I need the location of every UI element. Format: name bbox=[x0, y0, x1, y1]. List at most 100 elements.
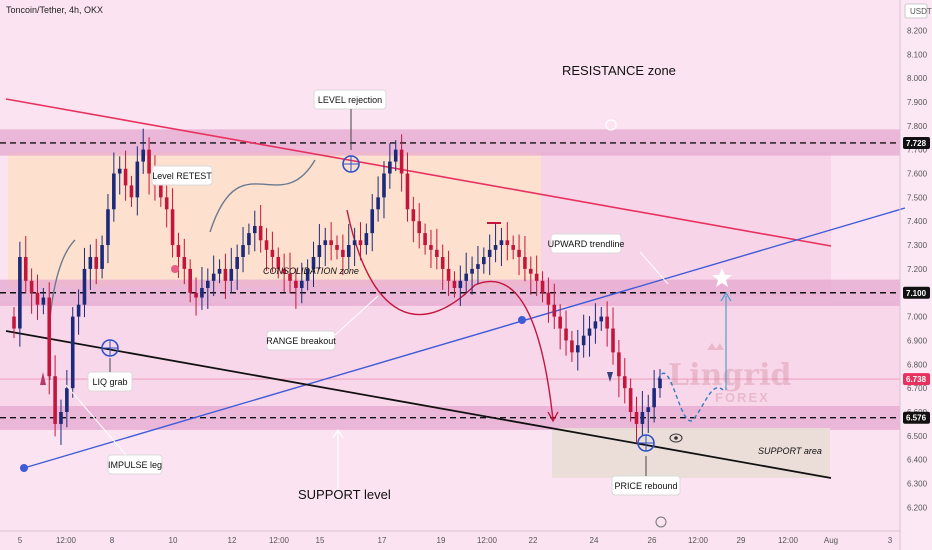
candle-body bbox=[229, 269, 233, 281]
level-rejection-label: LEVEL rejection bbox=[318, 95, 382, 105]
candle-body bbox=[18, 257, 22, 329]
candle-body bbox=[188, 269, 192, 293]
candle-body bbox=[24, 257, 28, 281]
candle-body bbox=[511, 245, 515, 250]
candle-body bbox=[506, 240, 510, 245]
candle-body bbox=[564, 329, 568, 341]
time-tick-label: 10 bbox=[169, 536, 178, 545]
candle-body bbox=[171, 209, 175, 245]
candle-body bbox=[200, 288, 204, 298]
candle-body bbox=[594, 321, 598, 328]
candle-body bbox=[470, 269, 474, 274]
candle-body bbox=[341, 250, 345, 257]
trendline-anchor-start bbox=[20, 464, 28, 472]
candle-body bbox=[635, 412, 639, 424]
candle-body bbox=[124, 169, 128, 186]
candle-body bbox=[400, 150, 404, 174]
candle-body bbox=[259, 226, 263, 240]
time-tick-label: 15 bbox=[316, 536, 325, 545]
candle-body bbox=[523, 257, 527, 269]
support-level-label: SUPPORT level bbox=[298, 487, 391, 502]
candle-body bbox=[429, 245, 433, 250]
candle-body bbox=[558, 317, 562, 329]
price-tick-label: 6.900 bbox=[907, 336, 928, 345]
candle-body bbox=[335, 245, 339, 250]
candle-body bbox=[517, 250, 521, 257]
price-tick-label: 7.400 bbox=[907, 217, 928, 226]
flag-icon bbox=[171, 265, 179, 273]
watermark-brand: Lingrid bbox=[668, 358, 791, 393]
candle-body bbox=[488, 250, 492, 257]
price-tick-label: 7.500 bbox=[907, 193, 928, 202]
time-tick-label: 24 bbox=[590, 536, 599, 545]
candle-body bbox=[159, 185, 163, 197]
price-tick-label: 7.300 bbox=[907, 241, 928, 250]
candle-body bbox=[71, 317, 75, 389]
candle-body bbox=[406, 174, 410, 210]
candle-body bbox=[570, 340, 574, 352]
price-chip-label: 7.100 bbox=[906, 289, 927, 298]
candle-body bbox=[576, 345, 580, 352]
price-tick-label: 6.800 bbox=[907, 360, 928, 369]
candle-body bbox=[118, 169, 122, 174]
candle-body bbox=[464, 274, 468, 281]
candle-body bbox=[611, 329, 615, 353]
candle-body bbox=[323, 240, 327, 245]
candle-body bbox=[482, 257, 486, 264]
candle-body bbox=[599, 317, 603, 322]
price-rebound-label: PRICE rebound bbox=[614, 481, 677, 491]
candle-body bbox=[476, 264, 480, 269]
liq-grab-label: LIQ grab bbox=[92, 377, 127, 387]
candle-body bbox=[77, 305, 81, 317]
price-chip-label: 6.738 bbox=[906, 375, 927, 384]
symbol-title: Toncoin/Tether, 4h, OKX bbox=[6, 5, 103, 15]
candle-body bbox=[617, 352, 621, 376]
candle-body bbox=[300, 281, 304, 288]
candle-body bbox=[318, 245, 322, 257]
candle-body bbox=[629, 388, 633, 412]
time-tick-label: 12:00 bbox=[269, 536, 290, 545]
candle-body bbox=[547, 293, 551, 305]
candle-body bbox=[658, 379, 662, 389]
candle-body bbox=[605, 317, 609, 329]
candle-body bbox=[265, 240, 269, 250]
candle-body bbox=[253, 226, 257, 233]
candle-body bbox=[359, 240, 363, 245]
candle-body bbox=[294, 281, 298, 288]
upper-right-box bbox=[541, 152, 831, 297]
consolidation-zone-label: CONSOLIDATION zone bbox=[263, 266, 359, 276]
time-tick-label: 5 bbox=[18, 536, 23, 545]
candle-body bbox=[36, 293, 40, 305]
candle-body bbox=[423, 233, 427, 245]
time-tick-label: 17 bbox=[378, 536, 387, 545]
candle-body bbox=[83, 269, 87, 305]
candle-body bbox=[183, 257, 187, 269]
candle-body bbox=[94, 257, 98, 269]
candle-body bbox=[177, 245, 181, 257]
price-tick-label: 6.700 bbox=[907, 384, 928, 393]
candle-body bbox=[641, 412, 645, 424]
time-tick-label: Aug bbox=[824, 536, 838, 545]
candle-body bbox=[165, 197, 169, 209]
candle-body bbox=[417, 221, 421, 233]
candle-body bbox=[89, 257, 93, 269]
candle-body bbox=[194, 293, 198, 298]
candle-body bbox=[370, 209, 374, 233]
candle-body bbox=[206, 281, 210, 288]
price-tick-label: 7.600 bbox=[907, 170, 928, 179]
candle-body bbox=[394, 150, 398, 162]
candle-body bbox=[376, 197, 380, 209]
candle-body bbox=[365, 233, 369, 245]
candle-body bbox=[30, 281, 34, 293]
candle-body bbox=[141, 150, 145, 162]
price-tick-label: 7.800 bbox=[907, 122, 928, 131]
price-chip-label: 7.728 bbox=[906, 139, 927, 148]
candle-body bbox=[500, 240, 504, 245]
candle-body bbox=[106, 209, 110, 245]
candle-body bbox=[241, 245, 245, 257]
price-tick-label: 7.000 bbox=[907, 313, 928, 322]
upward-trendline-label: UPWARD trendline bbox=[548, 239, 625, 249]
candle-body bbox=[535, 274, 539, 281]
